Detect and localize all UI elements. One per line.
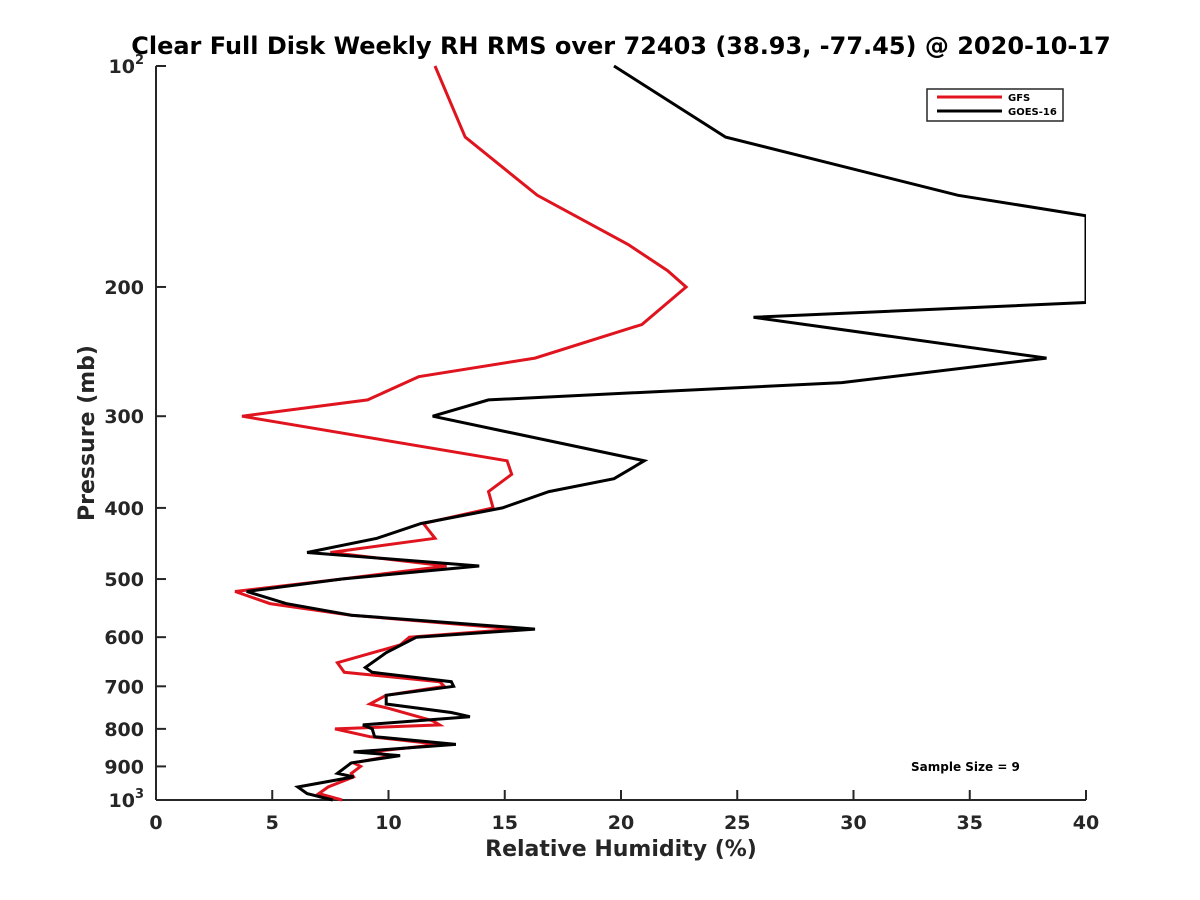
y-axis-ticks: 102 200 300 400 500 600 700 800 900 103 (104, 53, 166, 812)
series-line-gfs (234, 65, 689, 802)
x-tick-label: 15 (492, 812, 518, 834)
x-tick-label: 40 (1073, 812, 1099, 834)
x-tick-label: 30 (840, 812, 866, 834)
x-tick-label: 35 (957, 812, 983, 834)
y-tick-label: 600 (104, 627, 144, 649)
legend-label: GFS (1008, 93, 1030, 104)
y-tick-label: 900 (104, 756, 144, 778)
x-tick-label: 10 (375, 812, 401, 834)
y-axis-label: Pressure (mb) (75, 345, 100, 521)
y-tick-label: 103 (109, 787, 145, 812)
x-tick-label: 0 (149, 812, 162, 834)
x-tick-label: 20 (608, 812, 634, 834)
y-tick-label: 300 (104, 406, 144, 428)
sample-size-annotation: Sample Size = 9 (911, 760, 1020, 774)
y-tick-label: 400 (104, 498, 144, 520)
y-tick-label: 102 (109, 53, 145, 78)
series-layer (234, 64, 1086, 802)
legend-label: GOES-16 (1008, 107, 1057, 118)
x-tick-label: 25 (724, 812, 750, 834)
legend-box (926, 88, 1064, 122)
x-axis-label: Relative Humidity (%) (485, 837, 757, 862)
chart-title: Clear Full Disk Weekly RH RMS over 72403… (131, 32, 1111, 60)
series-line-goes-16 (246, 64, 1086, 802)
x-tick-label: 5 (266, 812, 279, 834)
y-tick-label: 800 (104, 719, 144, 741)
legend: GFS GOES-16 (926, 88, 1064, 122)
x-axis-ticks: 0 5 10 15 20 25 30 35 40 (149, 790, 1099, 834)
plot-area (155, 66, 1086, 801)
y-tick-label: 200 (104, 277, 144, 299)
y-tick-label: 700 (104, 676, 144, 698)
y-tick-label: 500 (104, 569, 144, 591)
